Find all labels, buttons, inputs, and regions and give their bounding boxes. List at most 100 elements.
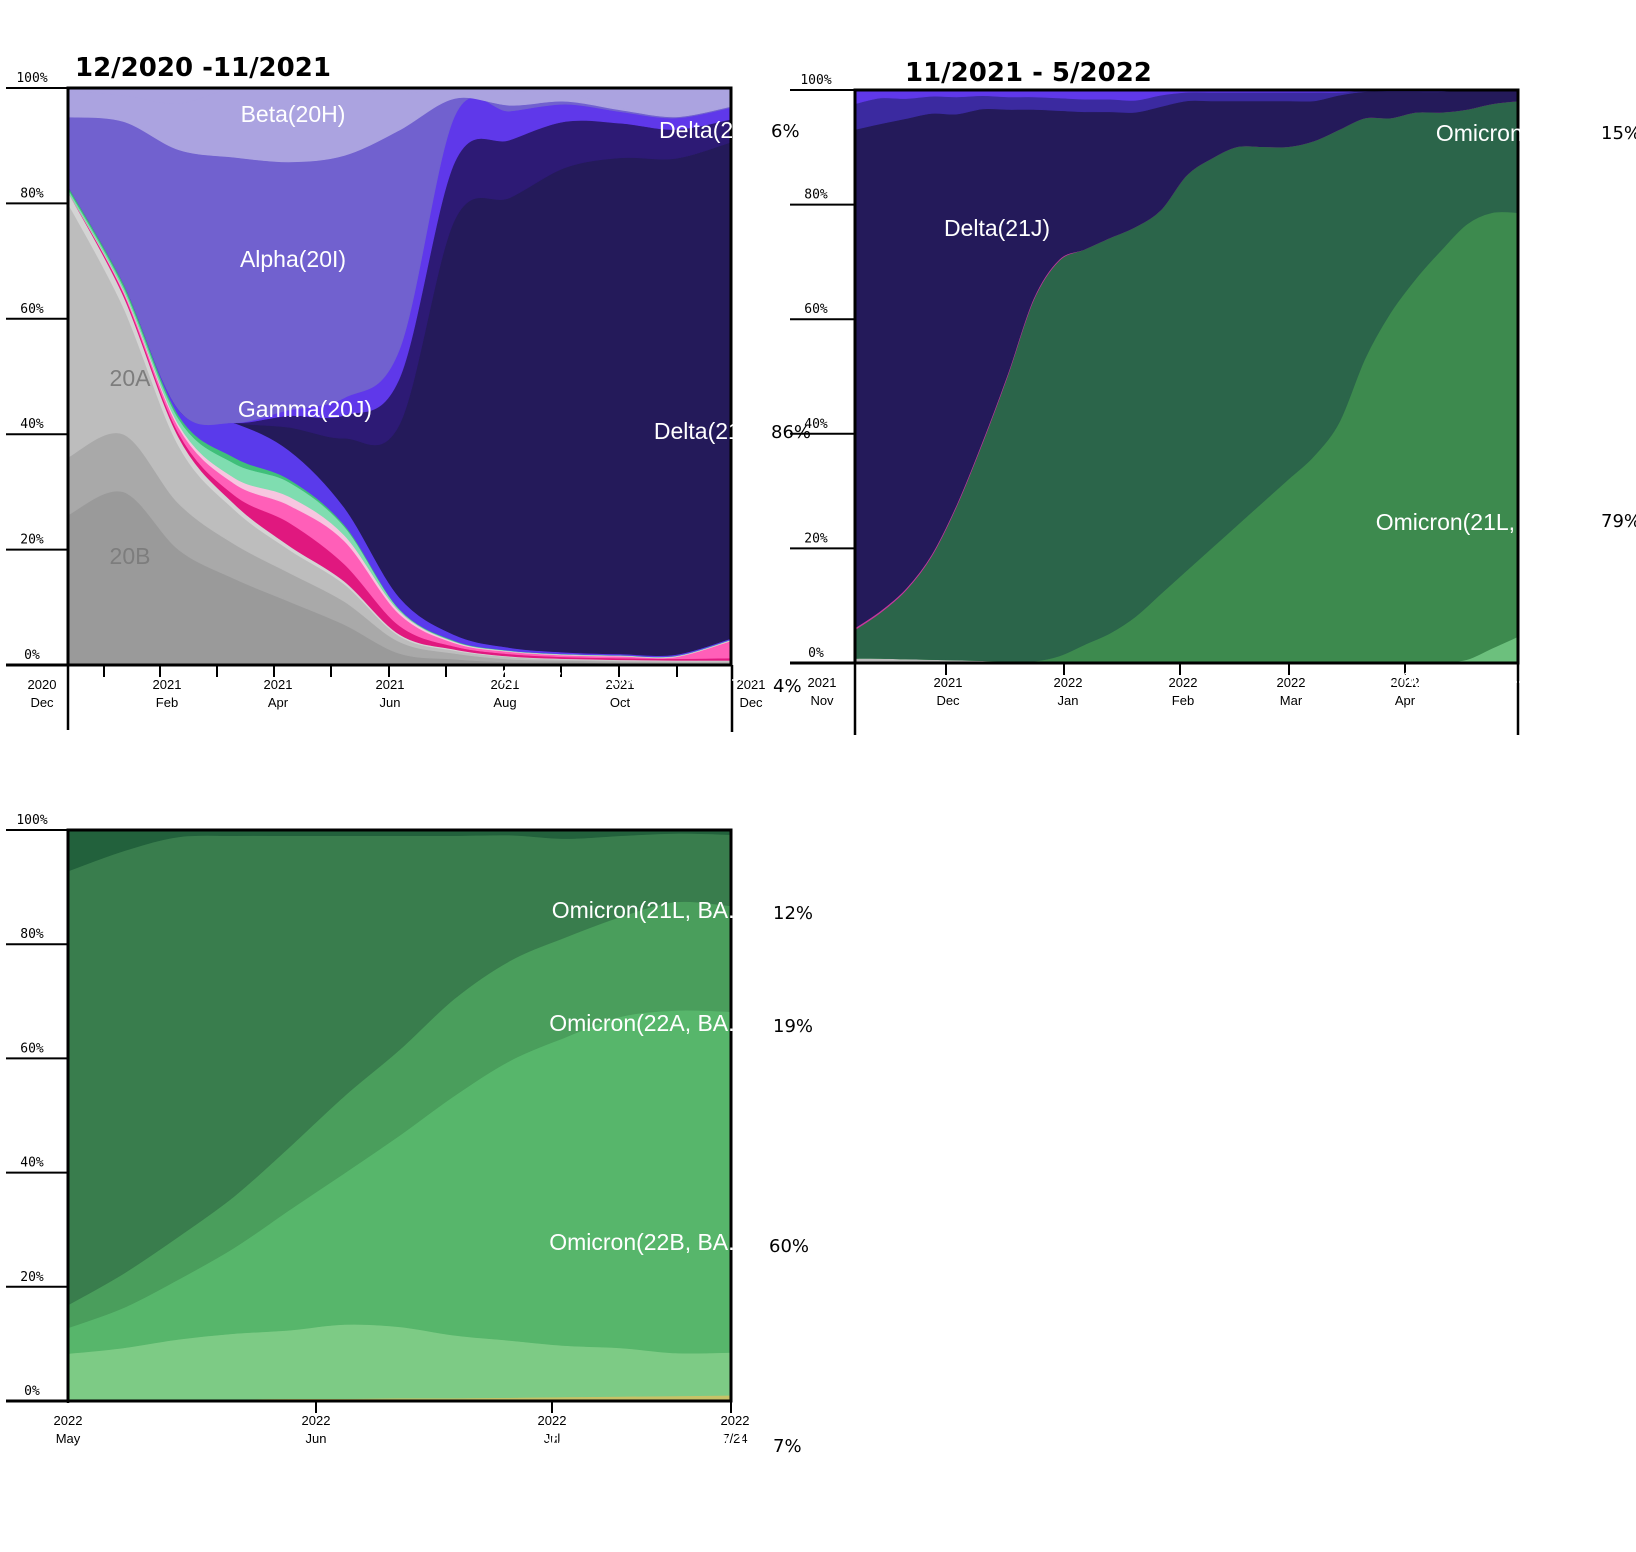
- x-axis: 2021 Nov 2021 Dec 2022 Jan 2022 Feb 2022 Mar 2022 A…: [808, 663, 1520, 735]
- percent-22b-ba5: 60%: [769, 1236, 809, 1257]
- y-tick-label: 0%: [24, 1384, 40, 1399]
- plot-area: [66, 86, 733, 667]
- y-tick-label: 20%: [20, 1270, 44, 1285]
- chart-title: 11/2021 - 5/2022: [905, 58, 1152, 88]
- y-tick-label: 20%: [20, 533, 44, 548]
- label-omicron-22a-ba4: Omicron(22A, BA.4): [549, 1010, 755, 1036]
- y-tick-label: 20%: [804, 531, 828, 546]
- x-axis: 2022 May 2022 Jun 2022 Jul 2022 7/24: [54, 1401, 750, 1446]
- x-tick-month: Mar: [1280, 693, 1303, 708]
- label-omicron-21k: Omicron(21K): [1436, 120, 1579, 146]
- y-axis: 0% 20% 40% 60% 80% 100%: [790, 73, 855, 665]
- y-tick-label: 100%: [800, 73, 831, 88]
- chart-title: 12/2020 -11/2021: [75, 53, 331, 83]
- x-tick-month: Feb: [156, 695, 178, 710]
- x-tick-year: 2021: [264, 677, 293, 692]
- label-gamma-20j: Gamma(20J): [238, 396, 372, 422]
- y-tick-label: 40%: [20, 417, 44, 432]
- percent-labels: 12% 19% 60% 7%: [769, 903, 813, 1457]
- plot-frame: [853, 88, 1520, 665]
- label-omicron-21l-ba2: Omicron(21L, BA.2): [552, 897, 755, 923]
- x-tick-month: Jun: [306, 1431, 327, 1446]
- y-axis: 0% 20% 40% 60% 80% 100%: [6, 71, 68, 667]
- x-axis: 2020Dec2021Feb2021Apr2021Jun2021Aug2021O…: [28, 665, 766, 732]
- label-20b: 20B: [110, 543, 151, 569]
- x-tick-year: 2021: [153, 677, 182, 692]
- x-tick-month: Nov: [810, 693, 834, 708]
- x-tick-year: 2022: [721, 1413, 750, 1428]
- x-tick-month: Apr: [1395, 693, 1416, 708]
- x-tick-year: 2022: [1169, 675, 1198, 690]
- plot-area: [853, 88, 1520, 665]
- chart-variants-2022: 5/2022- 7/2022 0%20%40%60%80%100% 2022Ma…: [6, 813, 813, 1457]
- percent-22c-ba2121: 7%: [773, 1436, 802, 1457]
- x-tick-year: 2022: [1277, 675, 1306, 690]
- label-delta-21i: Delta(21I): [659, 117, 760, 143]
- x-tick-year: 2020: [28, 677, 57, 692]
- plot-frame: [66, 86, 733, 667]
- chart-variants-2021-2022: 11/2021 - 5/2022 0% 20% 40% 60% 80% 100% 2021…: [790, 58, 1636, 735]
- x-tick-month: 7/24: [722, 1431, 747, 1446]
- y-tick-label: 0%: [808, 646, 824, 661]
- label-omicron-22b-ba5: Omicron(22B, BA.5): [549, 1229, 755, 1255]
- x-tick-month: Dec: [739, 695, 763, 710]
- x-tick-month: Apr: [268, 695, 289, 710]
- x-tick-month: Aug: [493, 695, 516, 710]
- series-labels: Omicron(21L, BA.2) Omicron(22A, BA.4) Om…: [497, 897, 755, 1455]
- percent-omicron-21k: 15%: [1601, 123, 1636, 144]
- x-tick-year: 2021: [737, 677, 766, 692]
- label-omicron-21k: Omicron(21K): [500, 664, 643, 690]
- x-tick-year: 2022: [1391, 675, 1420, 690]
- series-labels: Beta(20H) Alpha(20I) 20A Gamma(20J) 20B …: [110, 101, 760, 690]
- x-tick-year: 2022: [538, 1413, 567, 1428]
- y-axis: 0% 20% 40% 60% 80% 100%: [6, 813, 68, 1403]
- percent-22a-ba4: 19%: [773, 1016, 813, 1037]
- percent-omicron-21l: 79%: [1601, 511, 1636, 532]
- x-tick-month: Dec: [936, 693, 960, 708]
- label-delta-21j: Delta(21J): [654, 418, 760, 444]
- y-tick-label: 100%: [16, 813, 47, 828]
- percent-labels: 15% 79%: [1601, 123, 1636, 532]
- label-alpha-20i: Alpha(20I): [240, 246, 346, 272]
- percent-omicron-21k: 4%: [773, 676, 802, 697]
- percent-delta-21j: 86%: [771, 422, 811, 443]
- y-tick-label: 40%: [804, 417, 828, 432]
- y-tick-label: 60%: [20, 302, 44, 317]
- label-omicron-22c-ba2121: Omicron(22C, BA.2.12.1): [497, 1429, 755, 1455]
- y-tick-label: 80%: [20, 186, 44, 201]
- x-tick-year: 2021: [934, 675, 963, 690]
- x-tick-month: Oct: [610, 695, 631, 710]
- x-tick-year: 2022: [54, 1413, 83, 1428]
- label-20a: 20A: [110, 365, 152, 391]
- x-tick-year: 2021: [808, 675, 837, 690]
- x-tick-year: 2021: [606, 677, 635, 692]
- plot-area: [66, 828, 733, 1403]
- y-tick-label: 80%: [20, 927, 44, 942]
- percent-21l-ba2: 12%: [773, 903, 813, 924]
- x-tick-month: May: [56, 1431, 81, 1446]
- x-tick-year: 2022: [302, 1413, 331, 1428]
- y-tick-label: 100%: [16, 71, 47, 86]
- y-tick-label: 0%: [24, 648, 40, 663]
- x-tick-year: 2022: [1054, 675, 1083, 690]
- percent-labels: 6% 86% 4%: [771, 121, 811, 697]
- y-tick-label: 60%: [20, 1041, 44, 1056]
- x-tick-month: Jan: [1058, 693, 1079, 708]
- y-tick-label: 60%: [804, 302, 828, 317]
- x-tick-month: Jun: [380, 695, 401, 710]
- x-tick-month: Dec: [30, 695, 54, 710]
- label-delta-21j: Delta(21J): [944, 215, 1050, 241]
- label-beta-20h: Beta(20H): [241, 101, 346, 127]
- y-tick-label: 40%: [20, 1156, 44, 1171]
- x-tick-year: 2021: [376, 677, 405, 692]
- label-omicron-21l-ba2: Omicron(21L, BA.2): [1376, 509, 1579, 535]
- x-tick-month: Feb: [1172, 693, 1194, 708]
- percent-delta-21i: 6%: [771, 121, 800, 142]
- label-omicron-22c: Omicron(22C): [1326, 664, 1470, 690]
- plot-frame: [66, 828, 733, 1403]
- x-tick-year: 2021: [491, 677, 520, 692]
- series-labels: Omicron(21K) Delta(21J) Omicron(21L, BA.…: [944, 120, 1585, 690]
- chart-variants-2020-2021: 12/2020 -11/2021 0% 20% 40% 60% 80% 100% 2020…: [6, 53, 811, 732]
- x-tick-month: Jul: [544, 1431, 561, 1446]
